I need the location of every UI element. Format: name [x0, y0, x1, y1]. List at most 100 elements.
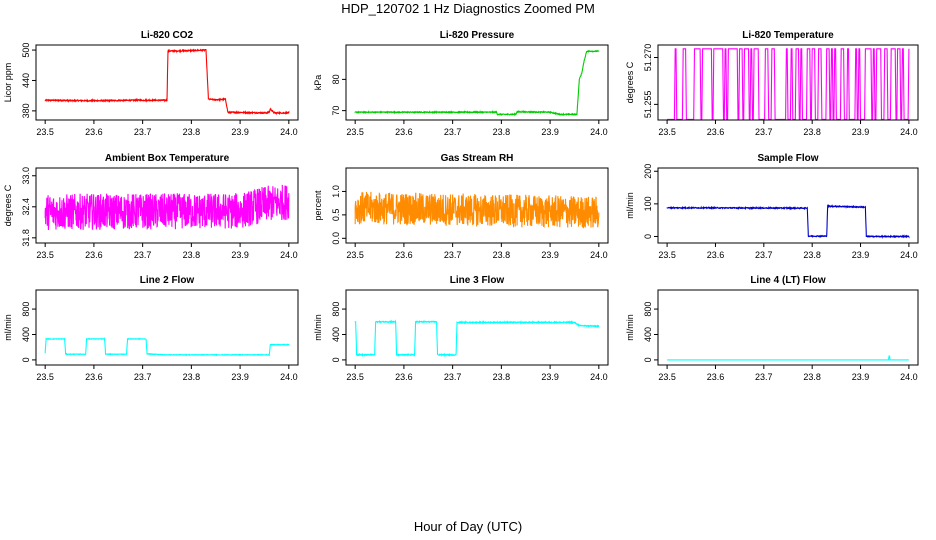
x-tick-label: 24.0: [590, 127, 608, 137]
x-tick-label: 23.6: [395, 127, 413, 137]
figure-x-label: Hour of Day (UTC): [414, 519, 522, 534]
panel-y-label: ml/min: [625, 314, 635, 341]
series-line: [667, 355, 909, 361]
x-tick-label: 23.8: [803, 372, 821, 382]
x-tick-label: 23.7: [444, 250, 462, 260]
x-tick-label: 24.0: [280, 127, 298, 137]
panel-title: Li-820 CO2: [141, 30, 194, 41]
panel-4: Gas Stream RH percent 23.5 23.6 23.7 23.8 23.9…: [313, 153, 609, 260]
x-tick-label: 23.6: [707, 127, 725, 137]
figure-title: HDP_120702 1 Hz Diagnostics Zoomed PM: [341, 1, 595, 16]
y-tick-label: 800: [331, 302, 341, 317]
y-tick-label: 32.4: [21, 198, 31, 216]
x-tick-label: 24.0: [900, 372, 918, 382]
y-tick-label: 100: [643, 196, 653, 211]
x-tick-label: 23.8: [183, 372, 201, 382]
panel-y-label: kPa: [313, 75, 323, 91]
y-tick-label: 80: [331, 74, 341, 84]
series-line: [666, 204, 910, 239]
x-tick-label: 23.5: [658, 250, 676, 260]
x-tick-label: 23.7: [444, 372, 462, 382]
series-line: [44, 184, 290, 231]
panel-frame: [345, 167, 609, 244]
x-tick-label: 24.0: [280, 372, 298, 382]
y-tick-label: 440: [21, 73, 31, 88]
series-line: [354, 319, 600, 358]
series-line: [667, 48, 910, 120]
y-tick-label: 0: [643, 357, 653, 362]
series-line: [44, 336, 290, 357]
panel-title: Line 3 Flow: [450, 275, 505, 286]
panel-8: Line 4 (LT) Flow ml/min 23.5 23.6 23.7 23.8 23…: [625, 275, 919, 382]
x-tick-label: 23.8: [183, 250, 201, 260]
panel-title: Line 4 (LT) Flow: [750, 275, 826, 286]
x-tick-label: 23.9: [852, 127, 870, 137]
y-tick-label: 33.0: [21, 167, 31, 185]
x-tick-label: 23.7: [134, 372, 152, 382]
x-tick-label: 23.5: [346, 372, 364, 382]
y-tick-label: 400: [331, 327, 341, 342]
panel-2: Li-820 Temperature degrees C 23.5 23.6 23.7 2…: [625, 30, 919, 137]
panel-frame: [35, 289, 299, 366]
panel-y-label: percent: [313, 190, 323, 221]
series-line: [354, 49, 600, 117]
x-tick-label: 23.9: [541, 372, 559, 382]
panel-y-label: ml/min: [313, 314, 323, 341]
y-tick-label: 0: [21, 357, 31, 362]
x-tick-label: 23.5: [658, 372, 676, 382]
panel-frame: [35, 44, 299, 121]
x-tick-label: 23.8: [493, 127, 511, 137]
x-tick-label: 23.7: [134, 250, 152, 260]
panel-title: Li-820 Pressure: [440, 30, 515, 41]
y-tick-label: 51.255: [643, 91, 653, 119]
x-tick-label: 23.7: [755, 372, 773, 382]
x-tick-label: 23.5: [658, 127, 676, 137]
x-tick-label: 24.0: [590, 250, 608, 260]
x-tick-label: 23.5: [346, 127, 364, 137]
panel-frame: [345, 289, 609, 366]
x-tick-label: 23.6: [85, 250, 103, 260]
y-tick-label: 500: [21, 43, 31, 58]
x-tick-label: 23.7: [755, 127, 773, 137]
y-tick-label: 800: [21, 302, 31, 317]
y-tick-label: 380: [21, 103, 31, 118]
x-tick-label: 23.6: [707, 250, 725, 260]
panel-title: Li-820 Temperature: [742, 30, 834, 41]
panel-y-label: ml/min: [625, 192, 635, 219]
x-tick-label: 23.7: [134, 127, 152, 137]
panels-grid: Li-820 CO2 Licor ppm 23.5 23.6 23.7 23.8 23.9 2…: [3, 30, 919, 382]
y-tick-label: 0: [331, 357, 341, 362]
panel-title: Gas Stream RH: [441, 153, 514, 164]
panel-frame: [657, 44, 919, 121]
x-tick-label: 23.9: [231, 372, 249, 382]
x-tick-label: 24.0: [900, 127, 918, 137]
panel-5: Sample Flow ml/min 23.5 23.6 23.7 23.8 23.9 24.…: [625, 153, 919, 260]
y-tick-label: 400: [643, 327, 653, 342]
x-tick-label: 23.8: [803, 127, 821, 137]
panel-y-label: degrees C: [3, 184, 13, 226]
y-tick-label: 0.0: [331, 232, 341, 245]
panel-0: Li-820 CO2 Licor ppm 23.5 23.6 23.7 23.8 23.9 2…: [3, 30, 299, 137]
x-tick-label: 23.8: [493, 372, 511, 382]
y-tick-label: 0: [643, 234, 653, 239]
x-tick-label: 23.9: [852, 250, 870, 260]
panel-frame: [657, 167, 919, 244]
y-tick-label: 800: [643, 302, 653, 317]
x-tick-label: 23.6: [85, 127, 103, 137]
x-tick-label: 23.8: [803, 250, 821, 260]
x-tick-label: 23.6: [395, 250, 413, 260]
panel-y-label: ml/min: [3, 314, 13, 341]
panel-title: Sample Flow: [757, 153, 818, 164]
panel-title: Ambient Box Temperature: [105, 153, 230, 164]
panel-frame: [657, 289, 919, 366]
x-tick-label: 24.0: [280, 250, 298, 260]
x-tick-label: 23.9: [231, 250, 249, 260]
panel-y-label: degrees C: [625, 61, 635, 103]
x-tick-label: 23.6: [395, 372, 413, 382]
panel-6: Line 2 Flow ml/min 23.5 23.6 23.7 23.8 23.9 24.…: [3, 275, 299, 382]
y-tick-label: 0.5: [331, 209, 341, 222]
x-tick-label: 23.9: [541, 250, 559, 260]
x-tick-label: 23.8: [183, 127, 201, 137]
x-tick-label: 23.5: [36, 127, 54, 137]
